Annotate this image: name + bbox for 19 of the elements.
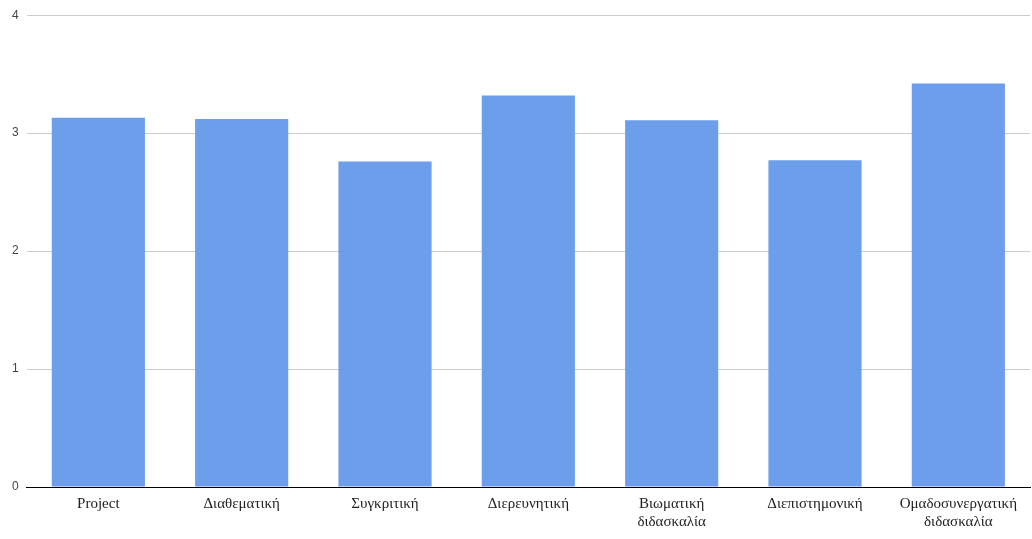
x-tick-label: Βιωματική διδασκαλία [637, 494, 707, 529]
bar [625, 120, 719, 487]
x-tick-label: Ομαδοσυνεργατική διδασκαλία [899, 494, 1018, 529]
bar [768, 160, 862, 487]
y-tick-label: 2 [11, 243, 19, 258]
x-tick-label: Διεπιστημονική [767, 494, 863, 511]
y-tick-label: 3 [11, 125, 19, 140]
bar [195, 119, 289, 487]
bar [481, 95, 575, 487]
bar [338, 161, 432, 487]
x-tick-label: Συγκριτική [351, 494, 419, 511]
bar [911, 83, 1005, 487]
x-tick-label: Project [77, 494, 121, 511]
bar [51, 117, 145, 487]
y-tick-label: 0 [11, 479, 19, 494]
y-tick-label: 1 [11, 361, 19, 376]
x-tick-label: Διαθεματική [203, 494, 281, 511]
y-tick-label: 4 [11, 7, 19, 22]
x-tick-label: Διερευνητική [487, 494, 570, 511]
